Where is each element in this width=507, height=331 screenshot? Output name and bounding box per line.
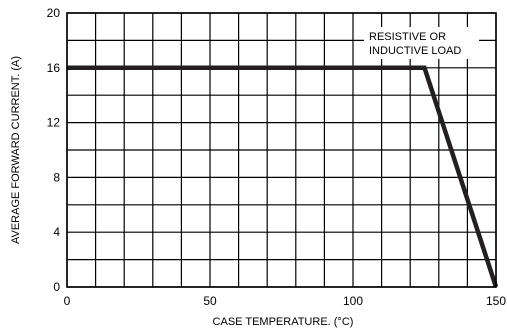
annotation-background — [364, 27, 479, 59]
y-tick-label: 4 — [53, 225, 60, 239]
y-tick-label: 12 — [47, 116, 61, 130]
derating-curve — [67, 65, 499, 288]
annotation-line-1: RESISTIVE OR — [369, 31, 446, 43]
annotation-line-2: INDUCTIVE LOAD — [369, 45, 461, 57]
x-tick-label: 150 — [486, 294, 506, 308]
x-axis-label: CASE TEMPERATURE. (°C) — [213, 316, 354, 328]
x-tick-label: 0 — [64, 294, 71, 308]
plot-frame — [66, 12, 497, 288]
series — [67, 65, 499, 288]
y-tick-label: 16 — [47, 61, 61, 75]
x-tick-labels: 0 50 100 150 — [64, 294, 507, 308]
annotation-box: RESISTIVE OR INDUCTIVE LOAD — [364, 27, 479, 59]
plot-border — [66, 12, 497, 288]
y-tick-label: 20 — [47, 6, 61, 20]
y-tick-labels: 0 4 8 12 16 20 — [47, 6, 61, 294]
y-tick-label: 8 — [53, 170, 60, 184]
y-axis-label: AVERAGE FORWARD CURRENT. (A) — [10, 56, 22, 244]
x-tick-label: 100 — [343, 294, 363, 308]
y-tick-label: 0 — [53, 280, 60, 294]
x-tick-label: 50 — [203, 294, 217, 308]
